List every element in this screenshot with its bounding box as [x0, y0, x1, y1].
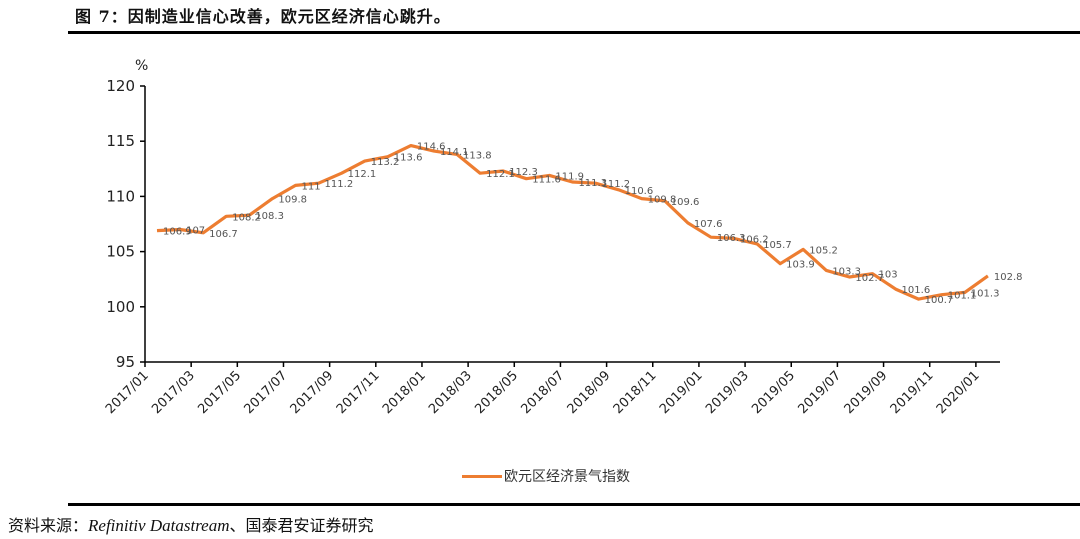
y-tick-label: 115	[106, 132, 135, 150]
series-group	[156, 144, 989, 301]
data-label: 108.2	[232, 212, 261, 223]
x-tick-label: 2019/05	[749, 368, 798, 417]
data-label: 111.6	[532, 175, 561, 186]
data-label: 111.9	[555, 171, 584, 182]
x-tick-label: 2017/07	[242, 368, 291, 417]
x-tick-label: 2019/03	[703, 368, 752, 417]
data-label: 109.6	[671, 197, 700, 208]
source-note: 资料来源：Refinitiv Datastream、国泰君安证券研究	[8, 512, 374, 536]
data-label: 111.3	[578, 178, 607, 189]
x-tick-label: 2018/05	[472, 368, 521, 417]
y-axis-unit: %	[135, 58, 148, 74]
data-label: 101.6	[902, 285, 931, 296]
x-tick-label: 2018/03	[426, 368, 475, 417]
bottom-rule	[68, 503, 1080, 506]
figure-title: 图 7：因制造业信心改善，欧元区经济信心跳升。	[75, 7, 451, 26]
data-label: 109.8	[648, 195, 677, 206]
data-label: 111.2	[602, 179, 631, 190]
data-label: 106.2	[740, 234, 769, 245]
x-tick-label: 2019/01	[657, 368, 706, 417]
data-label: 105.2	[809, 245, 838, 256]
y-tick-label: 95	[116, 353, 135, 371]
data-label: 102.7	[855, 273, 884, 284]
y-tick-label: 120	[106, 77, 135, 95]
data-label: 103	[878, 270, 897, 281]
data-label: 106.9	[163, 227, 192, 238]
data-label: 113.8	[463, 150, 492, 161]
legend-line-swatch	[462, 474, 502, 478]
data-label: 105.7	[763, 240, 792, 251]
x-tick-label: 2017/05	[195, 368, 244, 417]
data-label: 100.7	[925, 295, 954, 306]
x-tick-label: 2017/09	[288, 368, 337, 417]
x-tick-label: 2018/11	[611, 368, 660, 417]
data-label: 112.3	[509, 167, 538, 178]
x-tick-label: 2018/01	[380, 368, 429, 417]
data-label: 111.2	[325, 179, 354, 190]
data-label: 101.3	[971, 288, 1000, 299]
source-suffix: 、国泰君安证券研究	[229, 516, 374, 535]
data-label: 103.3	[832, 266, 861, 277]
x-tick-label: 2017/01	[103, 368, 152, 417]
data-label: 110.6	[625, 186, 654, 197]
data-label: 109.8	[278, 195, 307, 206]
x-tick-label: 2019/11	[888, 368, 937, 417]
data-label: 114.6	[417, 142, 446, 153]
y-tick-label: 100	[106, 298, 135, 316]
y-tick-label: 105	[106, 243, 135, 261]
data-label: 106.3	[717, 233, 746, 244]
y-tick-label: 110	[106, 187, 135, 205]
data-label: 108.3	[255, 211, 284, 222]
data-label: 113.6	[394, 153, 423, 164]
x-tick-label: 2019/07	[795, 368, 844, 417]
data-label: 114.1	[440, 147, 469, 158]
data-label: 106.7	[209, 229, 238, 240]
x-tick-label: 2017/03	[149, 368, 198, 417]
data-label: 112.1	[348, 169, 377, 180]
data-label: 111	[301, 181, 320, 192]
x-tick-label: 2018/07	[518, 368, 567, 417]
data-label: 103.9	[786, 260, 815, 271]
data-label: 101.1	[948, 291, 977, 302]
top-rule	[68, 31, 1080, 34]
x-tick-label: 2019/09	[842, 368, 891, 417]
data-label: 107.6	[694, 219, 723, 230]
legend-label: 欧元区经济景气指数	[504, 469, 630, 485]
x-tick-label: 2020/01	[934, 368, 983, 417]
data-label: 107	[186, 226, 205, 237]
x-tick-label: 2018/09	[565, 368, 614, 417]
y-axis: 95 100 105 110 115 120	[106, 77, 146, 371]
source-english: Refinitiv Datastream	[88, 516, 230, 535]
x-axis: 2017/012017/032017/052017/072017/092017/…	[103, 361, 1000, 417]
legend: 欧元区经济景气指数	[462, 466, 630, 486]
data-label: 113.2	[371, 157, 400, 168]
x-tick-label: 2017/11	[334, 368, 383, 417]
data-label: 112.1	[486, 169, 515, 180]
data-label: 102.8	[994, 272, 1023, 283]
source-prefix: 资料来源：	[8, 516, 89, 535]
